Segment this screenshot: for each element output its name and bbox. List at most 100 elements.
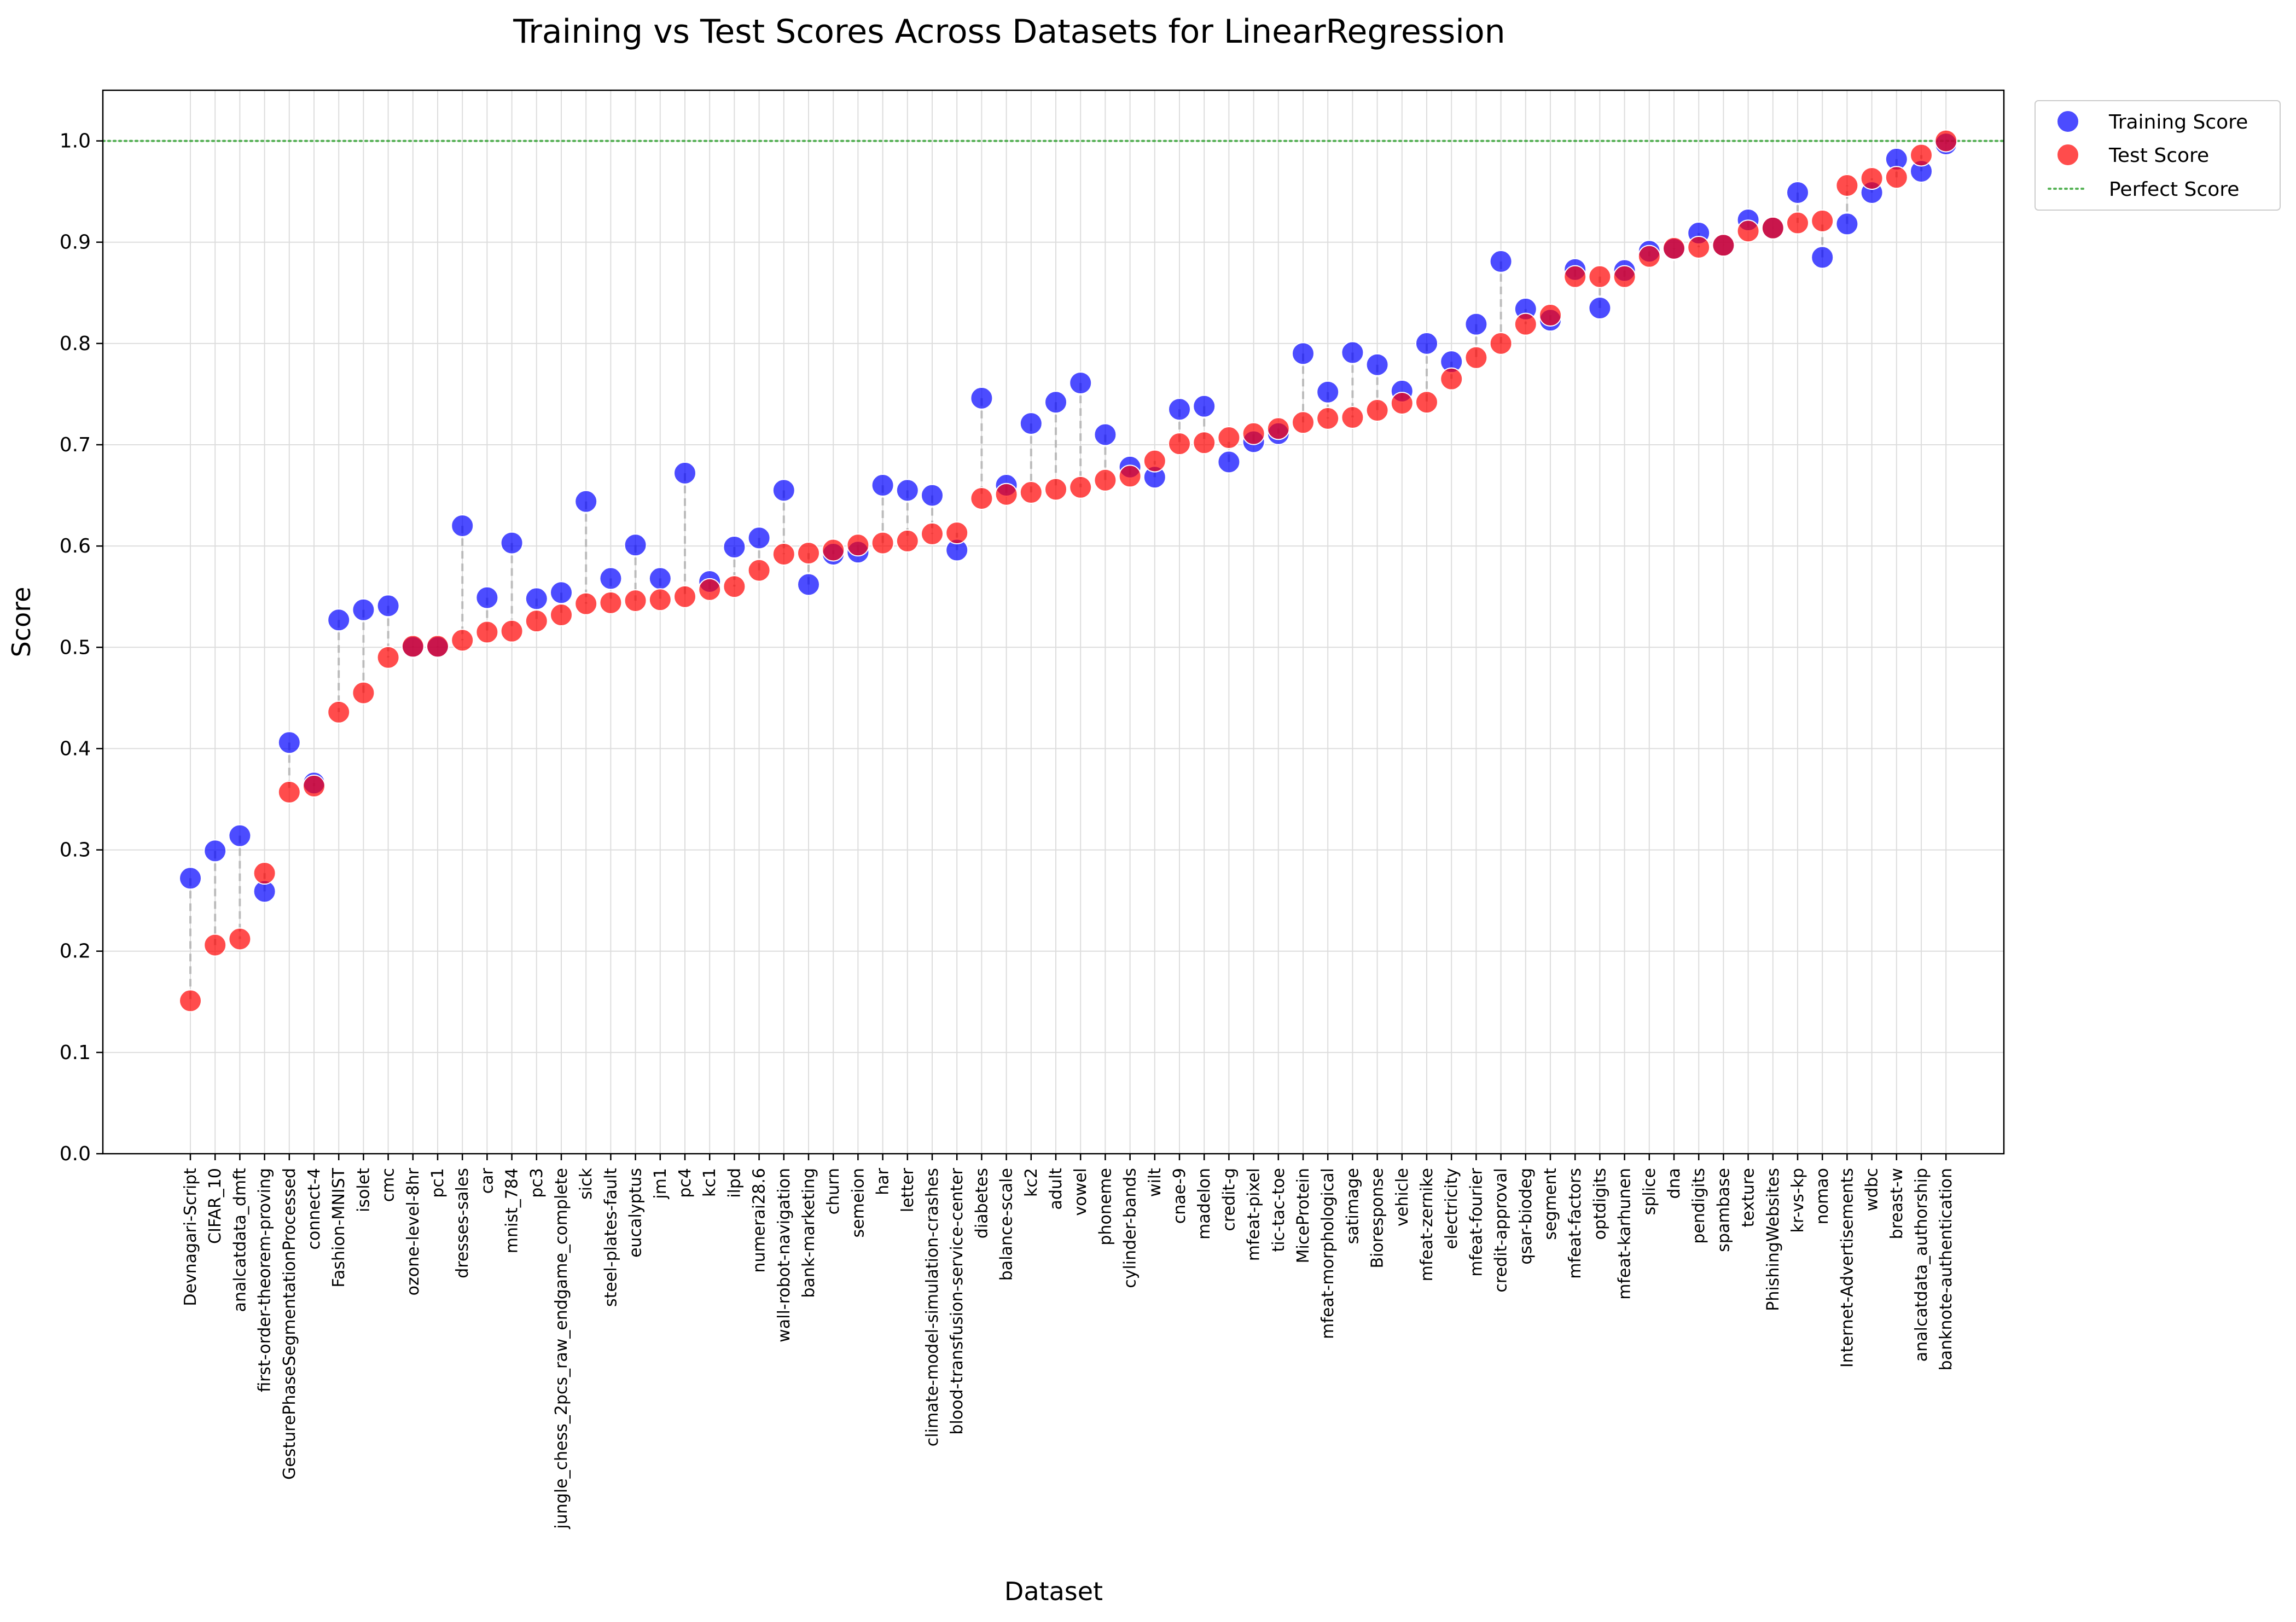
test-point: [970, 487, 993, 510]
test-point: [1390, 392, 1414, 415]
x-tick-label: CIFAR_10: [206, 1168, 225, 1244]
x-tick-label: breast-w: [1887, 1168, 1906, 1239]
training-point: [1489, 249, 1513, 273]
training-points: [179, 132, 1958, 903]
x-tick-label: dresses-sales: [453, 1168, 472, 1278]
x-tick-label: GesturePhaseSegmentationProcessed: [280, 1168, 299, 1480]
x-tick-label: bank-marketing: [799, 1168, 818, 1298]
x-tick-label: jm1: [651, 1168, 670, 1200]
x-tick-label: cmc: [379, 1168, 398, 1202]
legend-test-marker: [2056, 143, 2079, 166]
x-tick-label: letter: [898, 1167, 917, 1212]
x-tick-label: phoneme: [1096, 1168, 1115, 1246]
training-point: [871, 474, 894, 497]
training-point: [921, 484, 944, 507]
training-point: [1316, 380, 1340, 404]
test-point: [1341, 406, 1364, 429]
x-axis-label: Dataset: [1004, 1577, 1103, 1606]
test-point: [1712, 234, 1735, 257]
y-axis: 0.0 0.1 0.2 0.3 0.4 0.5 0.6 0.7 0.8 0.9 1.0: [60, 130, 103, 1165]
test-point: [747, 559, 771, 582]
training-point: [204, 839, 227, 863]
x-tick-label: pc3: [527, 1168, 547, 1198]
test-point: [945, 521, 969, 545]
x-tick-label: MiceProtein: [1294, 1168, 1313, 1263]
test-point: [1663, 236, 1685, 260]
x-tick-label: cnae-9: [1170, 1168, 1189, 1224]
training-point: [1464, 312, 1488, 336]
test-point: [1242, 422, 1265, 445]
chart-title: Training vs Test Scores Across Datasets …: [513, 13, 1505, 51]
test-point: [871, 531, 894, 555]
x-tick-label: connect-4: [305, 1168, 324, 1250]
x-tick-label: climate-model-simulation-crashes: [923, 1168, 942, 1446]
y-axis-label: Score: [7, 587, 36, 658]
test-point: [1563, 265, 1587, 288]
x-tick-label: cylinder-bands: [1121, 1168, 1140, 1288]
test-point: [1786, 211, 1809, 235]
training-point: [1292, 342, 1315, 365]
y-tick-label: 0.0: [60, 1143, 91, 1165]
training-point: [772, 479, 795, 502]
test-point: [574, 592, 598, 615]
test-point: [303, 774, 325, 798]
x-tick-label: vehicle: [1393, 1168, 1412, 1226]
y-tick-label: 0.2: [60, 940, 91, 963]
x-tick-label: Fashion-MNIST: [329, 1167, 348, 1287]
x-tick-label: kc2: [1022, 1168, 1041, 1197]
training-point: [1786, 181, 1809, 204]
plot-frame: [102, 89, 2005, 1155]
x-tick-label: numerai28.6: [750, 1168, 769, 1273]
training-point: [673, 461, 696, 485]
x-tick-label: banknote-authentication: [1937, 1168, 1956, 1370]
x-tick-label: electricity: [1442, 1168, 1461, 1249]
training-point: [1341, 341, 1364, 364]
x-tick-label: PhishingWebsites: [1764, 1168, 1783, 1311]
training-point: [1168, 398, 1191, 421]
test-point: [451, 629, 474, 652]
test-point: [921, 522, 944, 545]
x-tick-label: jungle_chess_2pcs_raw_endgame_complete: [552, 1168, 571, 1530]
test-point: [1637, 245, 1661, 268]
test-point: [1736, 219, 1760, 243]
training-point: [277, 731, 301, 754]
test-point: [1860, 167, 1884, 190]
test-point: [1489, 332, 1513, 355]
x-tick-label: wall-robot-navigation: [775, 1168, 794, 1342]
x-tick-label: steel-plates-fault: [601, 1168, 620, 1307]
test-point: [1044, 478, 1067, 501]
training-point: [896, 479, 919, 502]
test-point: [995, 482, 1018, 506]
training-point: [970, 386, 993, 410]
x-tick-label: analcatdata_dmft: [230, 1168, 249, 1312]
training-point: [1811, 246, 1834, 269]
x-tick-label: eucalyptus: [626, 1168, 646, 1258]
test-point: [1613, 265, 1636, 288]
legend: Training Score Test Score Perfect Score: [2035, 100, 2281, 211]
x-tick-label: wilt: [1146, 1168, 1165, 1197]
y-tick-label: 1.0: [60, 130, 91, 153]
x-tick-label: dna: [1665, 1168, 1684, 1199]
x-tick-label: har: [874, 1167, 893, 1195]
training-point: [1044, 391, 1067, 414]
test-point: [1910, 143, 1933, 167]
training-point: [525, 587, 548, 611]
test-point: [1193, 431, 1216, 455]
x-tick-label: first-order-theorem-proving: [255, 1168, 275, 1392]
x-tick-label: Bioresponse: [1368, 1168, 1387, 1269]
x-tick-label: analcatdata_authorship: [1912, 1168, 1931, 1362]
test-point: [846, 533, 870, 557]
x-tick-label: sick: [577, 1167, 596, 1199]
training-point: [327, 608, 351, 632]
x-tick-label: satimage: [1343, 1168, 1362, 1244]
training-point: [179, 867, 202, 890]
test-point: [1019, 481, 1043, 504]
test-point: [277, 781, 301, 804]
test-point: [1118, 464, 1142, 488]
x-tick-label: kc1: [700, 1168, 719, 1197]
x-tick-label: mfeat-morphological: [1318, 1168, 1338, 1339]
training-point: [1217, 450, 1241, 474]
test-point: [1292, 411, 1315, 434]
training-point: [747, 526, 771, 550]
